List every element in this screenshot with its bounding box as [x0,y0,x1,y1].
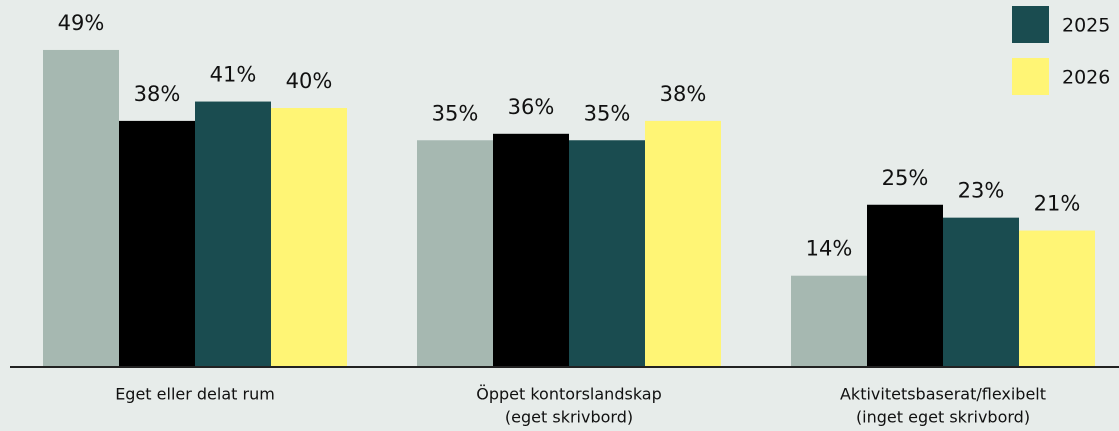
bar [43,49,119,366]
category-label: Aktivitetsbaserat/flexibelt [840,385,1046,404]
bar [791,275,867,366]
value-label: 35% [432,101,479,125]
legend-swatch [1012,6,1049,43]
bar [195,101,271,367]
bar [493,133,569,366]
category-label: Eget eller delat rum [115,385,275,404]
bar [867,204,943,366]
bar [119,120,195,367]
bar [943,217,1019,366]
legend-label: 2025 [1062,15,1110,37]
bar [645,120,721,367]
value-label: 21% [1034,192,1081,216]
category-label: (eget skrivbord) [505,408,633,427]
legend-swatch [1012,58,1049,95]
category-label: Öppet kontorslandskap [476,385,662,404]
value-label: 14% [806,237,853,261]
bar [569,140,645,366]
value-label: 49% [58,11,105,35]
bar [1019,230,1095,366]
value-label: 23% [958,179,1005,203]
category-label: (inget eget skrivbord) [856,408,1030,427]
bar [271,108,347,366]
value-label: 40% [286,69,333,93]
legend-label: 2026 [1062,67,1110,89]
value-label: 35% [584,101,631,125]
value-label: 38% [660,82,707,106]
value-label: 38% [134,82,181,106]
value-label: 25% [882,166,929,190]
bar [417,140,493,366]
value-label: 36% [508,95,555,119]
value-label: 41% [210,63,257,87]
